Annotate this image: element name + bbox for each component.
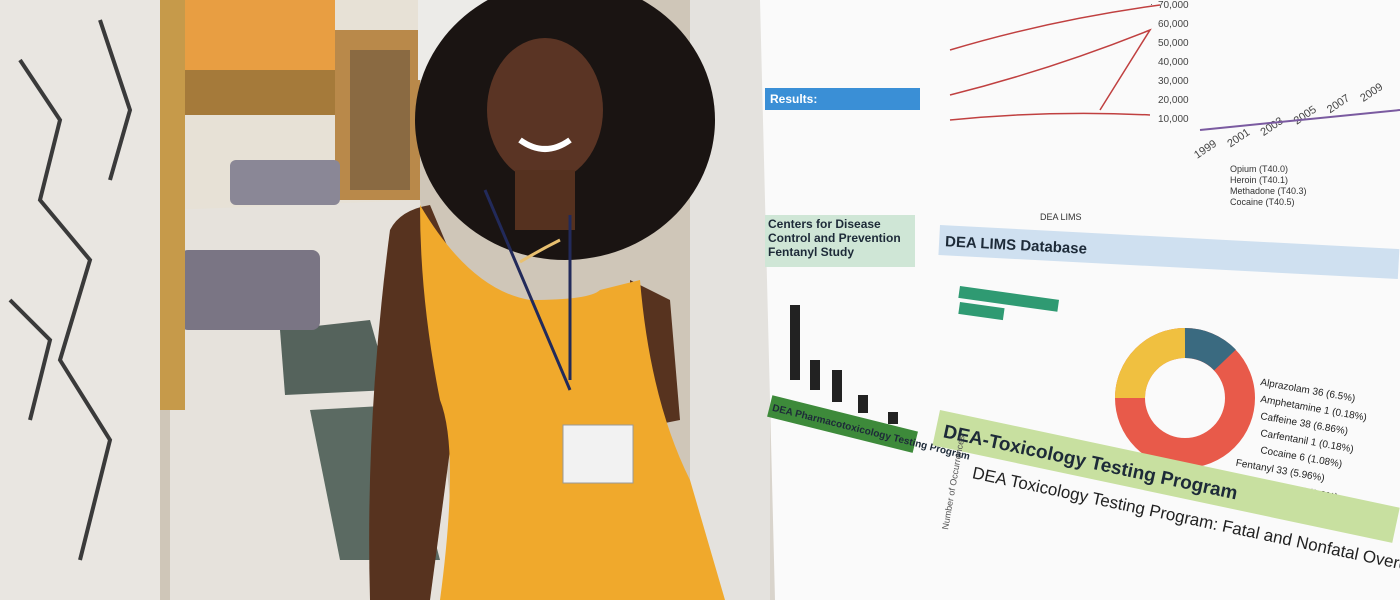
lanyard bbox=[483, 189, 572, 391]
bar bbox=[790, 305, 800, 380]
bar bbox=[858, 395, 868, 413]
section-bar bbox=[938, 225, 1400, 280]
results-heading: Results: bbox=[770, 92, 817, 106]
section-bar bbox=[932, 410, 1400, 543]
donut-segment bbox=[1115, 328, 1186, 399]
poster-lines bbox=[949, 4, 1161, 121]
smile bbox=[518, 137, 572, 152]
poster bbox=[760, 0, 1400, 600]
axis-tick-label: 30,000 bbox=[1158, 76, 1189, 87]
axis-tick-label: 70,000 bbox=[1158, 0, 1189, 11]
bar bbox=[888, 412, 898, 424]
axis-tick-label: 60,000 bbox=[1158, 19, 1189, 30]
face bbox=[487, 38, 603, 182]
bar bbox=[832, 370, 842, 402]
section-bar bbox=[765, 88, 920, 110]
bar-chart bbox=[790, 305, 898, 424]
axis-tick-label: 50,000 bbox=[1158, 38, 1189, 49]
badge bbox=[562, 424, 634, 484]
legend-item: Opium (T40.0) bbox=[1230, 164, 1288, 174]
legend-item: DEA LIMS bbox=[1040, 212, 1082, 222]
sofa bbox=[230, 160, 340, 205]
floor-tile bbox=[280, 320, 390, 395]
door bbox=[350, 50, 410, 190]
legend-item: Cocaine (T40.5) bbox=[1230, 197, 1295, 207]
legend-item: Methadone (T40.3) bbox=[1230, 186, 1307, 196]
necklace bbox=[519, 238, 561, 264]
tick: · bbox=[1150, 0, 1153, 9]
axis-tick-label: 20,000 bbox=[1158, 95, 1189, 106]
donut-segment bbox=[1184, 327, 1236, 371]
legend: Opium (T40.0)Heroin (T40.1)Methadone (T4… bbox=[1040, 164, 1307, 222]
cdc-heading-box: Centers for Disease Control and Preventi… bbox=[768, 217, 901, 259]
sofa bbox=[180, 250, 320, 330]
right-axis: 70,000 60,000 50,000 40,000 30,000 20,000 10,0… bbox=[1158, 0, 1189, 125]
poster-lines bbox=[1199, 109, 1400, 131]
cdc-heading: Centers for Disease Control and Preventi… bbox=[768, 217, 901, 259]
lims-bar bbox=[958, 302, 1005, 321]
neck bbox=[515, 170, 575, 230]
section-bar bbox=[767, 395, 918, 453]
section-box bbox=[765, 215, 915, 267]
axis-tick-label: 10,000 bbox=[1158, 114, 1189, 125]
dress bbox=[420, 205, 725, 600]
bar bbox=[810, 360, 820, 390]
axis-tick-label: 40,000 bbox=[1158, 57, 1189, 68]
legend-item: Heroin (T40.1) bbox=[1230, 175, 1288, 185]
marble-veins bbox=[8, 19, 133, 561]
lims-bar bbox=[958, 286, 1060, 312]
